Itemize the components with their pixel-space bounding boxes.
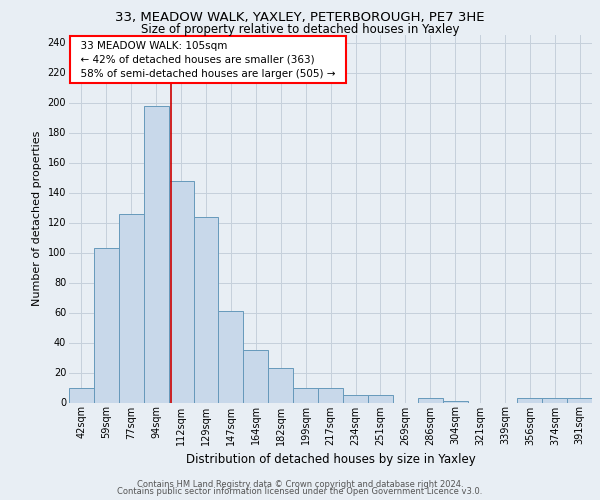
- Bar: [368, 395, 393, 402]
- Bar: [293, 388, 318, 402]
- Bar: [343, 395, 368, 402]
- Bar: [443, 401, 467, 402]
- Text: Contains public sector information licensed under the Open Government Licence v3: Contains public sector information licen…: [118, 487, 482, 496]
- Bar: [94, 248, 119, 402]
- Bar: [218, 311, 244, 402]
- Text: Size of property relative to detached houses in Yaxley: Size of property relative to detached ho…: [141, 22, 459, 36]
- Bar: [244, 350, 268, 403]
- Bar: [517, 398, 542, 402]
- Bar: [169, 180, 194, 402]
- Bar: [318, 388, 343, 402]
- Bar: [268, 368, 293, 402]
- Text: 33, MEADOW WALK, YAXLEY, PETERBOROUGH, PE7 3HE: 33, MEADOW WALK, YAXLEY, PETERBOROUGH, P…: [115, 11, 485, 24]
- Bar: [567, 398, 592, 402]
- Bar: [119, 214, 144, 402]
- Text: Contains HM Land Registry data © Crown copyright and database right 2024.: Contains HM Land Registry data © Crown c…: [137, 480, 463, 489]
- Y-axis label: Number of detached properties: Number of detached properties: [32, 131, 42, 306]
- X-axis label: Distribution of detached houses by size in Yaxley: Distribution of detached houses by size …: [186, 453, 475, 466]
- Text: 33 MEADOW WALK: 105sqm  
  ← 42% of detached houses are smaller (363)  
  58% of: 33 MEADOW WALK: 105sqm ← 42% of detached…: [74, 40, 342, 78]
- Bar: [418, 398, 443, 402]
- Bar: [144, 106, 169, 403]
- Bar: [542, 398, 567, 402]
- Bar: [194, 216, 218, 402]
- Bar: [69, 388, 94, 402]
